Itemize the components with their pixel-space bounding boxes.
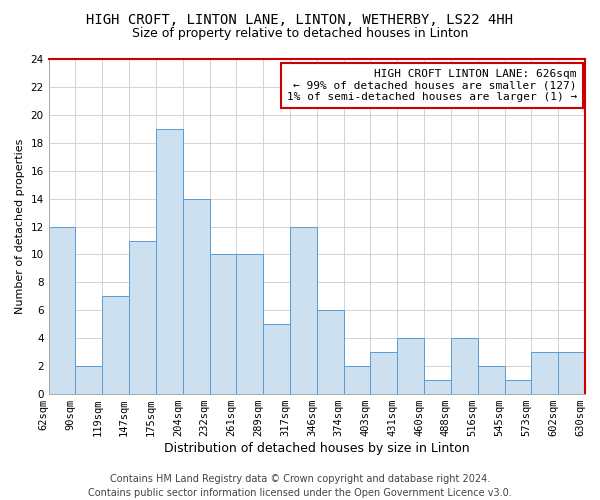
Text: Size of property relative to detached houses in Linton: Size of property relative to detached ho…	[132, 28, 468, 40]
Text: HIGH CROFT, LINTON LANE, LINTON, WETHERBY, LS22 4HH: HIGH CROFT, LINTON LANE, LINTON, WETHERB…	[86, 12, 514, 26]
Bar	[532, 352, 558, 394]
Bar	[344, 366, 370, 394]
Bar	[183, 198, 209, 394]
Bar	[263, 324, 290, 394]
Bar	[209, 254, 236, 394]
Bar	[505, 380, 532, 394]
Y-axis label: Number of detached properties: Number of detached properties	[15, 139, 25, 314]
Bar	[49, 226, 76, 394]
Bar	[76, 366, 103, 394]
Bar	[397, 338, 424, 394]
Bar	[370, 352, 397, 394]
Bar	[424, 380, 451, 394]
Bar	[156, 129, 183, 394]
Text: HIGH CROFT LINTON LANE: 626sqm
← 99% of detached houses are smaller (127)
1% of : HIGH CROFT LINTON LANE: 626sqm ← 99% of …	[287, 69, 577, 102]
Bar	[103, 296, 129, 394]
Text: Contains HM Land Registry data © Crown copyright and database right 2024.
Contai: Contains HM Land Registry data © Crown c…	[88, 474, 512, 498]
Bar	[558, 352, 585, 394]
Bar	[478, 366, 505, 394]
Bar	[317, 310, 344, 394]
Bar	[236, 254, 263, 394]
X-axis label: Distribution of detached houses by size in Linton: Distribution of detached houses by size …	[164, 442, 470, 455]
Bar	[451, 338, 478, 394]
Bar	[129, 240, 156, 394]
Bar	[290, 226, 317, 394]
